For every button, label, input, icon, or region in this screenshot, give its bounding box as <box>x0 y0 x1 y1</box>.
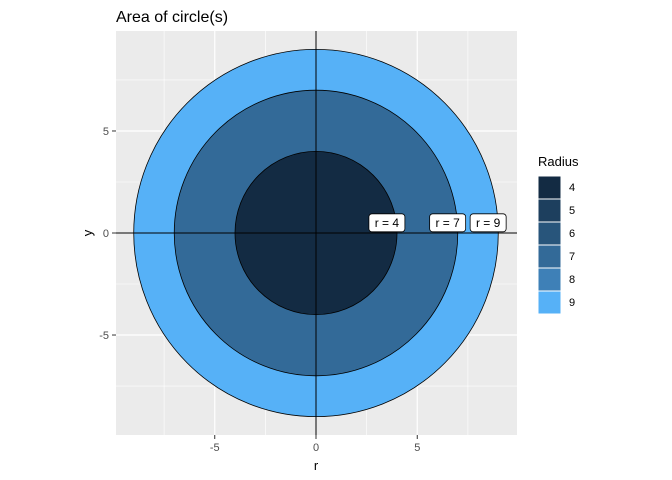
x-tick-label: -5 <box>210 442 220 454</box>
legend-swatch <box>537 198 562 223</box>
legend-label: 6 <box>569 228 575 240</box>
legend-title: Radius <box>538 154 579 169</box>
legend-item: 8 <box>537 267 575 292</box>
legend-item: 7 <box>537 244 575 269</box>
y-axis-title: y <box>80 229 95 236</box>
circle-labels: r = 9 r = 7 r = 4 <box>368 213 507 233</box>
x-tick-label: 0 <box>313 442 319 454</box>
legend-swatch <box>537 267 562 292</box>
circle-label-box <box>429 213 467 233</box>
legend-item: 6 <box>537 221 575 246</box>
legend: Radius 4 5 6 7 8 9 <box>537 154 579 315</box>
x-tick-label: 5 <box>414 442 420 454</box>
legend-item: 5 <box>537 198 575 223</box>
chart-title: Area of circle(s) <box>116 9 228 26</box>
circle-label-text: r = 4 <box>375 216 400 230</box>
legend-swatch <box>537 175 562 200</box>
legend-item: 4 <box>537 175 575 200</box>
legend-swatch <box>537 290 562 315</box>
legend-label: 9 <box>569 297 575 309</box>
y-tick-label: -5 <box>99 330 109 342</box>
circle-label-box <box>469 213 507 233</box>
legend-label: 5 <box>569 205 575 217</box>
circle-label-r-9: r = 9 <box>469 213 507 233</box>
legend-swatch <box>537 244 562 269</box>
circle-label-r-7: r = 7 <box>429 213 467 233</box>
legend-label: 4 <box>569 182 575 194</box>
y-tick-label: 5 <box>103 126 109 138</box>
x-axis-ticks: -5 0 5 <box>210 435 420 454</box>
circle-label-box <box>368 213 406 233</box>
legend-label: 8 <box>569 274 575 286</box>
x-axis-title: r <box>314 458 319 473</box>
legend-label: 7 <box>569 251 575 263</box>
circle-label-text: r = 9 <box>476 216 501 230</box>
y-axis-ticks: -5 0 5 <box>99 126 116 342</box>
axis-lines <box>116 31 517 435</box>
legend-swatch <box>537 221 562 246</box>
circle-label-text: r = 7 <box>435 216 460 230</box>
legend-item: 9 <box>537 290 575 315</box>
y-tick-label: 0 <box>103 228 109 240</box>
circle-label-r-4: r = 4 <box>368 213 406 233</box>
